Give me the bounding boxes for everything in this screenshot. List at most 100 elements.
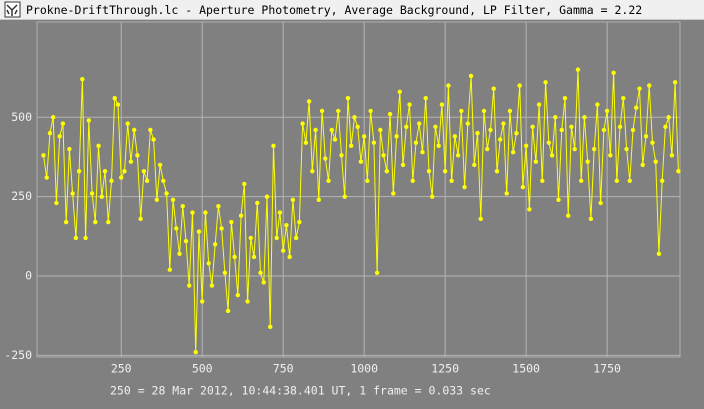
data-point (232, 254, 237, 260)
data-point (494, 169, 500, 174)
data-point (326, 178, 331, 183)
data-point (119, 175, 124, 180)
data-point (520, 184, 526, 190)
data-point (310, 169, 315, 174)
data-point (342, 194, 347, 199)
data-point (397, 89, 403, 95)
data-point (122, 169, 127, 174)
data-point (439, 102, 445, 107)
data-point (672, 80, 678, 85)
data-point (128, 159, 134, 164)
data-point (70, 191, 75, 196)
data-point (676, 169, 681, 174)
data-point (63, 219, 69, 225)
data-point (229, 219, 234, 225)
data-point (216, 203, 221, 209)
data-point (566, 213, 571, 218)
data-point (514, 130, 519, 136)
data-point (436, 143, 441, 149)
data-point (148, 127, 153, 133)
data-point (562, 96, 568, 101)
data-point (313, 127, 318, 133)
data-point (533, 159, 539, 164)
data-point (297, 219, 302, 225)
data-point (410, 178, 415, 183)
data-point (501, 121, 506, 126)
data-point (47, 130, 53, 136)
data-point (659, 178, 665, 183)
data-point (637, 86, 642, 91)
data-point (99, 194, 104, 199)
data-point (611, 70, 616, 76)
data-point (248, 235, 253, 241)
data-point (656, 251, 662, 257)
data-point (413, 140, 419, 145)
data-point (80, 76, 85, 82)
data-point (300, 121, 305, 126)
data-point (115, 102, 121, 107)
data-point (647, 83, 652, 88)
data-point (446, 83, 451, 88)
data-point (303, 140, 309, 145)
data-point (472, 162, 477, 168)
data-point (666, 115, 671, 120)
title-bar: Prokne-DriftThrough.lc - Aperture Photom… (0, 0, 704, 20)
data-point (361, 134, 367, 139)
data-point (287, 254, 292, 260)
data-point (595, 102, 600, 107)
data-point (384, 169, 390, 174)
data-point (630, 127, 636, 133)
data-point (504, 191, 509, 196)
data-point (507, 108, 513, 114)
data-point (553, 115, 558, 120)
data-point (588, 216, 594, 222)
data-point (391, 191, 396, 196)
data-point (585, 159, 590, 164)
data-point (429, 194, 435, 199)
data-point (663, 124, 668, 129)
data-point (180, 203, 185, 209)
data-point (306, 99, 312, 104)
x-tick-label: 250 (111, 362, 132, 376)
data-point (442, 169, 448, 174)
data-point (582, 115, 587, 120)
data-point (371, 140, 377, 145)
data-point (109, 178, 114, 183)
data-point (67, 146, 72, 152)
plot-frame (36, 21, 681, 358)
data-point (556, 197, 561, 203)
data-point (407, 102, 412, 107)
data-point (345, 96, 351, 101)
data-point (154, 197, 160, 203)
data-point (465, 121, 471, 126)
data-point (449, 178, 454, 183)
data-point (643, 134, 649, 139)
data-point (485, 146, 490, 152)
data-point (452, 134, 458, 139)
data-point (183, 238, 189, 244)
data-point (157, 162, 163, 168)
data-point (319, 108, 325, 114)
data-point (608, 153, 613, 158)
data-point (523, 143, 529, 149)
data-point (349, 143, 354, 149)
data-point (394, 134, 399, 139)
x-tick-label: 1250 (431, 362, 459, 376)
data-point (355, 124, 360, 129)
data-point (617, 124, 623, 129)
data-point (624, 146, 629, 152)
data-point (579, 178, 584, 183)
data-point (203, 210, 208, 215)
data-point (89, 191, 95, 196)
data-point (242, 181, 247, 187)
data-point (669, 153, 675, 158)
data-point (196, 229, 202, 234)
data-point (433, 124, 438, 129)
data-point (549, 153, 555, 158)
y-tick-label: 250 (11, 189, 32, 203)
data-point (284, 223, 289, 228)
data-point (187, 283, 192, 288)
data-point (167, 267, 173, 272)
data-point (54, 200, 59, 206)
